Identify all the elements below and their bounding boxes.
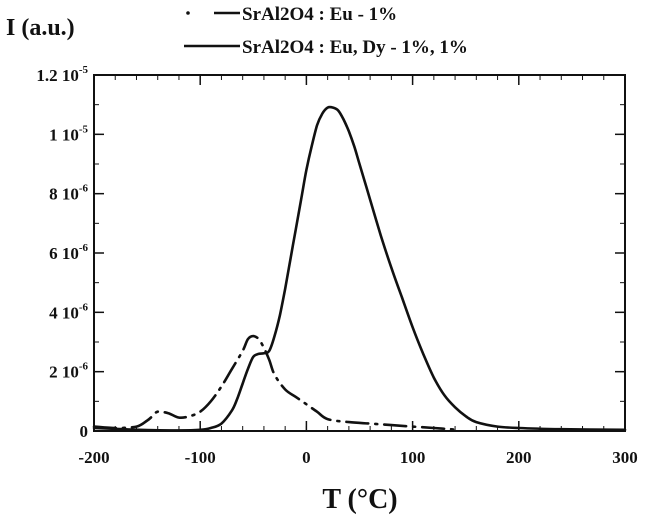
y-tick-label-0: 0 — [80, 422, 89, 441]
series-line-1 — [92, 105, 627, 432]
x-tick-labels: -200 -100 0 100 200 300 — [78, 448, 637, 467]
legend-label-series-1: SrAl2O4 : Eu, Dy - 1%, 1% — [242, 37, 468, 58]
y-axis-label: I (a.u.) — [6, 15, 75, 41]
series-line-0 — [92, 334, 457, 431]
y-tick-label-3: 6 10-6 — [49, 242, 88, 263]
x-axis-label: T (°C) — [322, 484, 397, 515]
legend-label-series-0: SrAl2O4 : Eu - 1% — [242, 4, 397, 25]
y-tick-label-2: 4 10-6 — [49, 301, 88, 322]
plot-frame — [93, 74, 626, 432]
y-tick-label-6: 1.2 10-5 — [36, 64, 88, 85]
x-tick-label-2: 0 — [302, 448, 311, 467]
x-tick-label-0: -200 — [78, 448, 109, 467]
series-lines — [92, 105, 627, 432]
x-tick-label-4: 200 — [506, 448, 532, 467]
y-tick-label-4: 8 10-6 — [49, 183, 88, 204]
y-tick-labels: 0 2 10-6 4 10-6 6 10-6 8 10-6 1 10-5 1.2 10-5 — [36, 64, 88, 441]
y-tick-label-1: 2 10-6 — [49, 361, 88, 382]
legend: SrAl2O4 : Eu - 1% SrAl2O4 : Eu, Dy - 1%,… — [184, 4, 468, 58]
y-tick-label-5: 1 10-5 — [49, 123, 88, 144]
x-tick-label-5: 300 — [612, 448, 638, 467]
legend-dot-series-0 — [186, 11, 190, 15]
tick-marks — [93, 74, 626, 432]
x-tick-label-1: -100 — [185, 448, 216, 467]
x-tick-label-3: 100 — [400, 448, 426, 467]
